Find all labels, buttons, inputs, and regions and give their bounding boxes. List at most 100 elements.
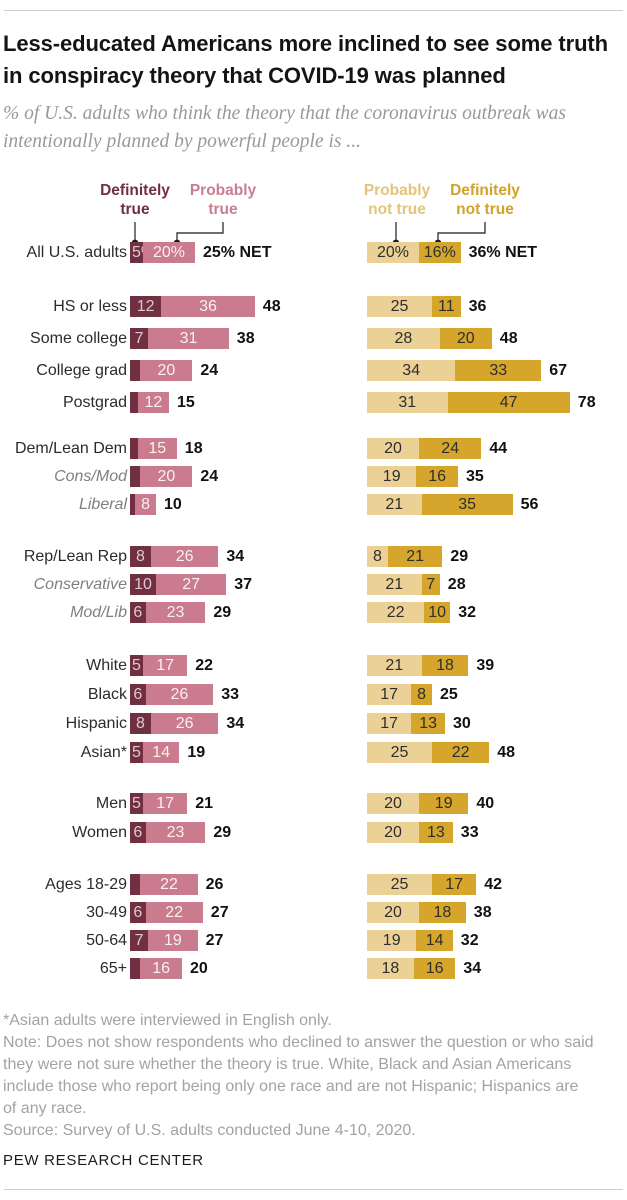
net-true-label: 38 <box>236 330 255 347</box>
bar-value-label: 34 <box>402 361 421 379</box>
net-not-true-label: 34 <box>463 960 482 977</box>
bar-value-label: 11 <box>437 297 455 315</box>
net-true-label: 15 <box>177 394 195 411</box>
net-true-label: 21 <box>195 795 213 812</box>
bar-value-label: 19 <box>434 794 453 812</box>
bar-value-label: 16 <box>425 959 444 977</box>
bar-value-label: 7 <box>134 931 144 949</box>
net-not-true-label: 38 <box>473 904 492 921</box>
bar-segment-definitely-true: 8 <box>130 713 151 734</box>
bar-value-label: 31 <box>398 393 417 411</box>
bar-not-true: 25 11 <box>367 296 461 317</box>
bar-value-label: 20 <box>157 467 176 485</box>
bar-not-true: 20% 16% <box>367 242 461 263</box>
brand-wordmark: PEW RESEARCH CENTER <box>3 1152 204 1169</box>
bar-segment-definitely-true <box>130 438 138 459</box>
bar-true: 12 <box>130 392 169 413</box>
legend-item-probably-true: Probably true <box>153 181 293 219</box>
bar-segment-probably-not-true: 28 <box>367 328 440 349</box>
net-true-label: 20 <box>190 960 208 977</box>
bar-true: 7 31 <box>130 328 229 349</box>
bar-value-label: 8 <box>135 547 145 565</box>
bar-value-label: 20 <box>456 329 475 347</box>
bar-value-label: 14 <box>425 931 444 949</box>
bar-segment-definitely-not-true: 47 <box>447 392 570 413</box>
row-label: Ages 18-29 <box>45 876 127 893</box>
footnote-note: Note: Does not show respondents who decl… <box>3 1034 594 1117</box>
net-not-true-label: 28 <box>447 576 466 593</box>
bar-value-label: 13 <box>419 714 437 732</box>
net-not-true-label: 36 <box>468 298 487 315</box>
bar-segment-probably-not-true: 17 <box>367 684 412 705</box>
bar-segment-definitely-true: 12 <box>130 296 162 317</box>
bar-segment-probably-true: 19 <box>148 930 198 951</box>
bar-segment-probably-true: 12 <box>137 392 169 413</box>
bar-value-label: 25 <box>390 743 409 761</box>
bar-segment-probably-not-true: 18 <box>367 958 414 979</box>
bar-segment-probably-not-true: 21 <box>367 655 422 676</box>
bar-value-label: 28 <box>394 329 413 347</box>
bar-segment-probably-not-true: 31 <box>367 392 448 413</box>
bar-not-true: 21 35 <box>367 494 513 515</box>
bar-segment-definitely-not-true: 19 <box>419 793 469 814</box>
bar-segment-probably-not-true: 34 <box>367 360 456 381</box>
bar-true: 8 26 <box>130 546 219 567</box>
net-not-true-label: 32 <box>458 604 476 621</box>
bar-true: 6 26 <box>130 684 214 705</box>
net-not-true-label: 78 <box>577 394 596 411</box>
bar-segment-probably-true: 23 <box>145 822 206 843</box>
bar-value-label: 16% <box>423 243 456 261</box>
legend-item-definitely-not-true: Definitely not true <box>415 181 555 219</box>
bar-true: 6 23 <box>130 602 206 623</box>
row-label: 50-64 <box>86 932 127 949</box>
bar-value-label: 20% <box>376 243 410 261</box>
legend-item-probably-not-true: Probably not true <box>327 181 467 219</box>
bar-segment-probably-not-true: 20% <box>367 242 419 263</box>
bar-segment-definitely-not-true: 18 <box>419 902 466 923</box>
bar-not-true: 22 10 <box>367 602 451 623</box>
footnotes: *Asian adults were interviewed in Englis… <box>3 1010 595 1142</box>
bar-segment-definitely-not-true: 24 <box>419 438 482 459</box>
bar-not-true: 19 14 <box>367 930 453 951</box>
bar-segment-definitely-not-true: 22 <box>432 742 490 763</box>
bar-not-true: 20 24 <box>367 438 482 459</box>
net-true-label: 19 <box>187 744 206 761</box>
net-true-label: 26 <box>205 876 224 893</box>
bar-not-true: 25 22 <box>367 742 490 763</box>
net-true-label: 10 <box>164 496 182 513</box>
net-not-true-label: 44 <box>489 440 508 457</box>
legend-label-line: Probably <box>189 182 257 199</box>
bar-segment-probably-true: 26 <box>150 546 219 567</box>
bar-true: 12 36 <box>130 296 255 317</box>
bar-segment-probably-true: 22 <box>145 902 203 923</box>
bar-true: 8 26 <box>130 713 219 734</box>
bar-value-label: 19 <box>382 931 401 949</box>
bar-segment-definitely-true <box>130 874 141 895</box>
bar-not-true: 21 7 <box>367 574 440 595</box>
bar-value-label: 19 <box>163 931 182 949</box>
bar-not-true: 21 18 <box>367 655 469 676</box>
page-subtitle: % of U.S. adults who think the theory th… <box>3 103 566 152</box>
bar-value-label: 5 <box>132 656 141 674</box>
bar-segment-definitely-not-true: 7 <box>421 574 440 595</box>
bar-segment-definitely-not-true: 18 <box>421 655 469 676</box>
bar-value-label: 7 <box>426 575 436 593</box>
bar-value-label: 10 <box>134 575 152 593</box>
bar-value-label: 21 <box>385 656 404 674</box>
bar-segment-definitely-not-true: 11 <box>432 296 461 317</box>
net-true-label: 24 <box>200 362 219 379</box>
bar-value-label: 26 <box>175 714 194 732</box>
bar-segment-probably-not-true: 19 <box>367 466 417 487</box>
legend-label-line: Definitely <box>450 182 520 199</box>
bar-segment-definitely-true <box>130 958 141 979</box>
bar-segment-definitely-true: 5 <box>130 793 143 814</box>
bar-true: 22 <box>130 874 198 895</box>
net-not-true-label: 25 <box>440 686 458 703</box>
bar-true: 8 <box>130 494 156 515</box>
bar-true: 15 <box>130 438 177 459</box>
bar-segment-definitely-true: 8 <box>130 546 151 567</box>
bar-value-label: 18 <box>436 656 454 674</box>
bar-value-label: 13 <box>427 823 445 841</box>
footnote-source: Source: Survey of U.S. adults conducted … <box>3 1122 416 1139</box>
row-label: Asian* <box>80 744 127 761</box>
